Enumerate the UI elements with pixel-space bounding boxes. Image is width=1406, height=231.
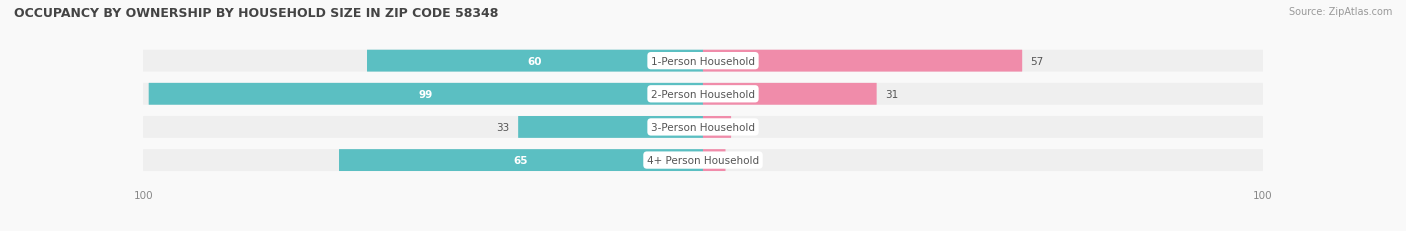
Text: 31: 31: [884, 89, 898, 99]
Text: 65: 65: [513, 155, 529, 165]
Text: 1-Person Household: 1-Person Household: [651, 56, 755, 66]
FancyBboxPatch shape: [703, 51, 1022, 72]
Text: 5: 5: [740, 122, 747, 132]
FancyBboxPatch shape: [703, 149, 725, 171]
FancyBboxPatch shape: [143, 149, 1263, 171]
FancyBboxPatch shape: [519, 116, 703, 138]
FancyBboxPatch shape: [703, 83, 877, 105]
Legend: Owner-occupied, Renter-occupied: Owner-occupied, Renter-occupied: [596, 229, 810, 231]
FancyBboxPatch shape: [367, 51, 703, 72]
FancyBboxPatch shape: [149, 83, 703, 105]
FancyBboxPatch shape: [143, 83, 1263, 105]
Text: 4+ Person Household: 4+ Person Household: [647, 155, 759, 165]
Text: 60: 60: [527, 56, 543, 66]
Text: Source: ZipAtlas.com: Source: ZipAtlas.com: [1288, 7, 1392, 17]
Text: 57: 57: [1031, 56, 1043, 66]
FancyBboxPatch shape: [143, 51, 1263, 72]
FancyBboxPatch shape: [703, 116, 731, 138]
FancyBboxPatch shape: [143, 116, 1263, 138]
Text: 4: 4: [734, 155, 741, 165]
Text: OCCUPANCY BY OWNERSHIP BY HOUSEHOLD SIZE IN ZIP CODE 58348: OCCUPANCY BY OWNERSHIP BY HOUSEHOLD SIZE…: [14, 7, 499, 20]
Text: 33: 33: [496, 122, 510, 132]
Text: 3-Person Household: 3-Person Household: [651, 122, 755, 132]
Text: 2-Person Household: 2-Person Household: [651, 89, 755, 99]
FancyBboxPatch shape: [339, 149, 703, 171]
Text: 99: 99: [419, 89, 433, 99]
